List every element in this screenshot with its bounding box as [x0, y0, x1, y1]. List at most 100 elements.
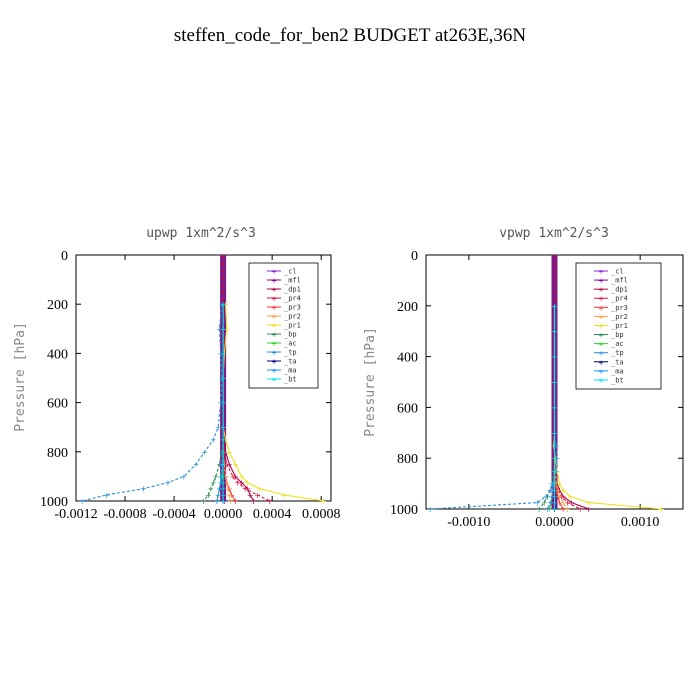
legend-marker: +	[598, 313, 604, 321]
legend-label: _dp1	[611, 286, 628, 294]
legend-marker: +	[598, 341, 604, 349]
data-point: +	[549, 486, 556, 495]
data-point: +	[226, 485, 233, 494]
data-point: +	[254, 491, 261, 500]
legend-marker: +	[271, 286, 277, 294]
data-point: +	[551, 353, 558, 362]
legend-marker: +	[271, 340, 277, 348]
legend-marker: +	[271, 304, 277, 312]
legend-marker: +	[598, 350, 604, 358]
data-point: +	[201, 448, 208, 457]
legend-label: _pr2	[611, 313, 628, 321]
data-point: +	[547, 486, 554, 495]
data-point: +	[222, 436, 229, 445]
data-point: +	[550, 467, 557, 476]
figure-title: steffen_code_for_ben2 BUDGET at263E,36N	[174, 25, 527, 46]
panel-title: upwp 1xm^2/s^3	[146, 226, 256, 241]
data-point: +	[222, 300, 229, 309]
legend-label: _bt	[611, 376, 624, 384]
data-point: +	[546, 505, 553, 514]
data-point: +	[552, 467, 559, 476]
y-tick-label: 800	[47, 446, 68, 461]
data-point: +	[226, 491, 233, 500]
data-point: +	[550, 480, 557, 489]
data-point: +	[551, 505, 558, 514]
data-point: +	[551, 403, 558, 412]
y-tick-label: 0	[411, 249, 418, 264]
data-point: +	[541, 499, 548, 508]
data-point: +	[220, 436, 227, 445]
data-point: +	[551, 492, 558, 501]
data-point: +	[281, 491, 288, 500]
data-point: +	[556, 486, 563, 495]
legend-label: _ta	[611, 358, 624, 366]
data-point: +	[658, 505, 665, 514]
y-axis-label: Pressure [hPa]	[363, 327, 378, 437]
legend-label: _ma	[284, 367, 297, 375]
legend-marker: +	[271, 295, 277, 303]
x-tick-label: 0.0008	[302, 507, 341, 522]
data-point: +	[214, 497, 221, 506]
data-point: +	[220, 479, 227, 488]
data-point: +	[548, 499, 555, 508]
data-point: +	[544, 505, 551, 514]
data-point: +	[555, 486, 562, 495]
data-point: +	[320, 497, 327, 506]
data-point: +	[221, 497, 228, 506]
legend-marker: +	[271, 349, 277, 357]
data-point: +	[216, 485, 223, 494]
data-point: +	[227, 497, 234, 506]
data-point: +	[216, 460, 223, 469]
data-point: +	[544, 492, 551, 501]
data-point: +	[558, 492, 565, 501]
data-point: +	[549, 480, 556, 489]
data-point: +	[223, 479, 230, 488]
data-point: +	[585, 505, 592, 514]
x-tick-label: 0.0010	[621, 515, 660, 530]
data-point: +	[220, 497, 227, 506]
legend-label: _pr3	[611, 304, 628, 312]
legend-label: _ta	[284, 358, 297, 366]
data-point: +	[547, 499, 554, 508]
data-point: +	[210, 479, 217, 488]
legend-marker: +	[271, 268, 277, 276]
legend-label: _pr4	[611, 295, 628, 303]
data-point: +	[560, 499, 567, 508]
legend-label: _ac	[611, 340, 624, 348]
data-point: +	[238, 479, 245, 488]
y-tick-label: 600	[397, 401, 418, 416]
legend-label: _pr4	[284, 295, 301, 303]
legend-label: _mfl	[611, 277, 628, 285]
data-point: +	[534, 499, 541, 508]
data-point: +	[549, 492, 556, 501]
data-point: +	[221, 448, 228, 457]
legend-marker: +	[271, 322, 277, 330]
x-tick-label: -0.0008	[103, 507, 146, 522]
data-point: +	[564, 505, 571, 514]
series-line-tp	[430, 305, 558, 510]
data-point: +	[554, 467, 561, 476]
y-tick-label: 600	[47, 397, 68, 412]
data-point: +	[553, 480, 560, 489]
y-tick-label: 0	[61, 249, 68, 264]
data-point: +	[560, 492, 567, 501]
legend-label: _tp	[611, 349, 624, 357]
legend-label: _cl	[284, 268, 297, 276]
x-tick-label: -0.0004	[152, 507, 195, 522]
data-point: +	[585, 499, 592, 508]
legend-marker: +	[598, 286, 604, 294]
legend-marker: +	[598, 322, 604, 330]
data-point: +	[200, 497, 207, 506]
data-point: +	[223, 325, 230, 334]
legend-label: _dp1	[284, 286, 301, 294]
data-point: +	[232, 472, 239, 481]
data-point: +	[217, 349, 224, 358]
data-point: +	[543, 492, 550, 501]
data-point: +	[205, 491, 212, 500]
data-point: +	[219, 448, 226, 457]
y-tick-label: 1000	[390, 503, 418, 518]
data-point: +	[551, 442, 558, 451]
data-point: +	[215, 491, 222, 500]
data-point: +	[238, 472, 245, 481]
data-point: +	[225, 485, 232, 494]
